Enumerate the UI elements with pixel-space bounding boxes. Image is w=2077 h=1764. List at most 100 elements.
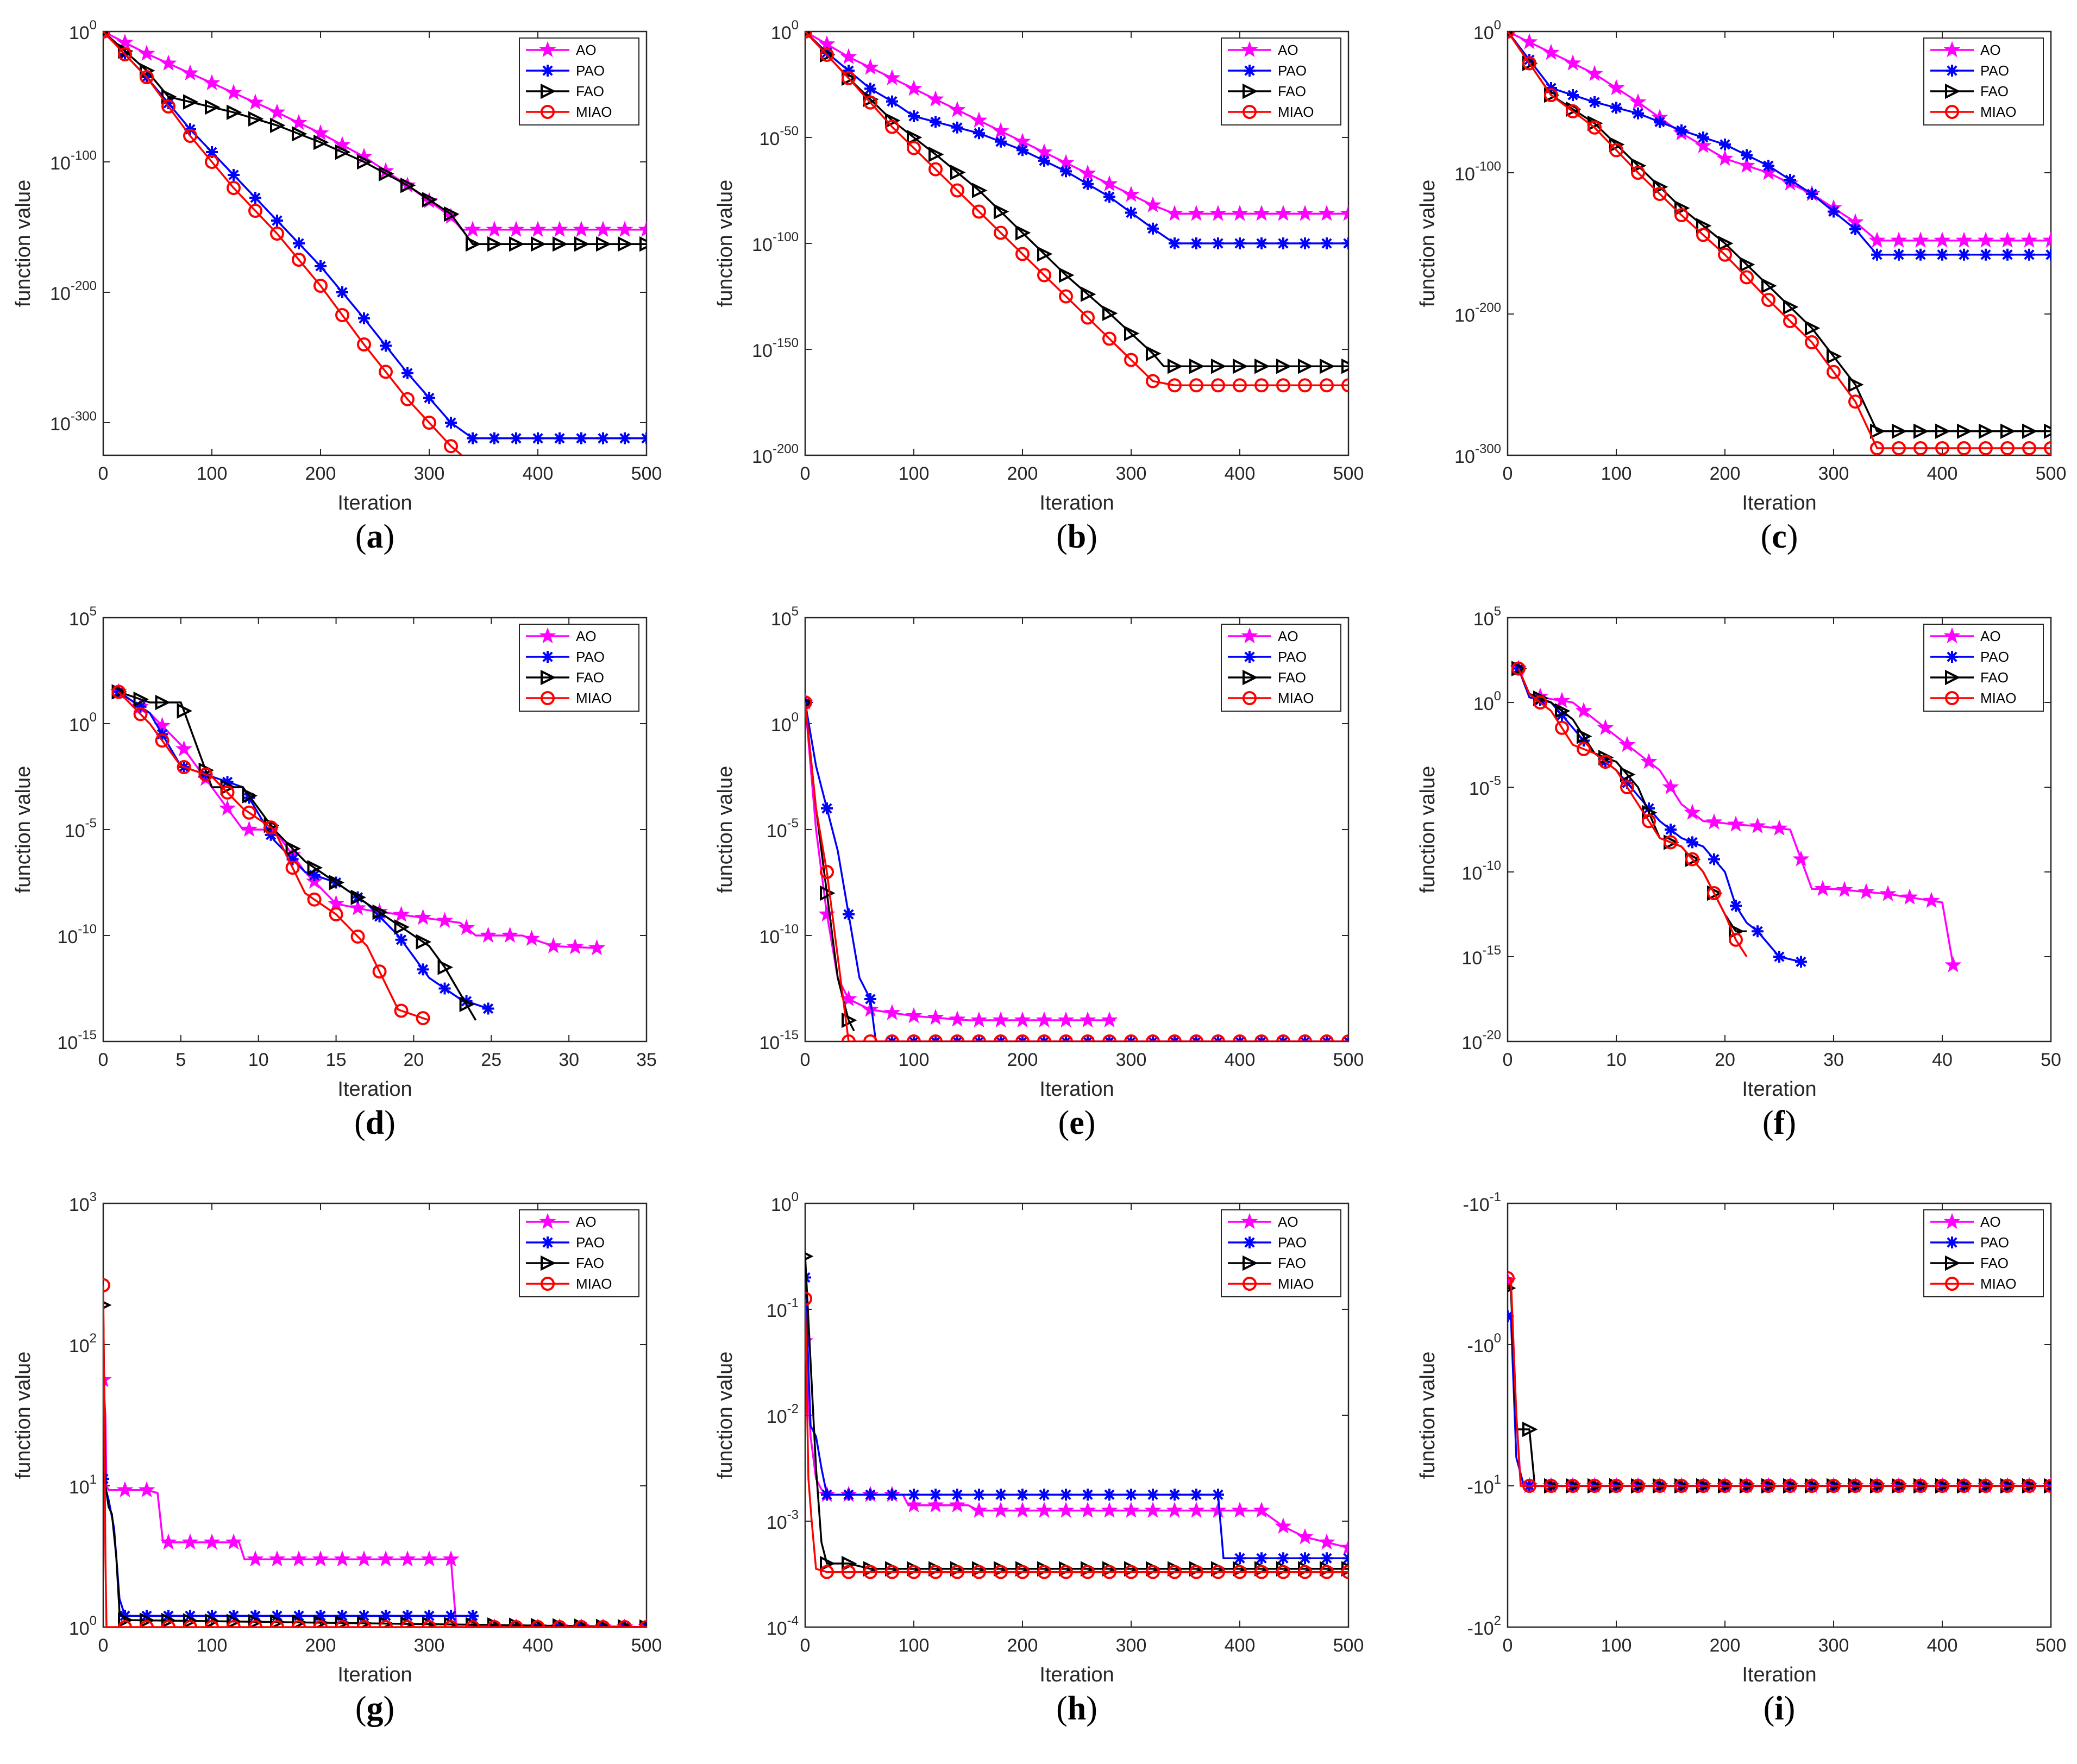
marker-ao — [175, 740, 193, 757]
marker-pao — [843, 65, 855, 77]
marker-ao — [464, 221, 481, 237]
marker-pao — [1299, 237, 1311, 249]
marker-ao — [539, 627, 556, 644]
marker-miao — [1609, 1479, 1623, 1493]
marker-fao — [183, 1613, 199, 1627]
marker-pao — [1946, 65, 1958, 77]
marker-ao — [1586, 65, 1603, 81]
marker-miao — [335, 1620, 349, 1627]
marker-ao — [1695, 137, 1712, 153]
marker-ao — [949, 1496, 966, 1513]
marker-pao — [1795, 956, 1807, 968]
marker-miao — [1320, 1565, 1334, 1579]
legend: AO PAO FAO MIAO — [1221, 1209, 1341, 1297]
marker-miao — [1979, 441, 1993, 455]
marker-miao — [1598, 755, 1612, 769]
marker-ao — [1014, 1502, 1031, 1518]
marker-pao — [103, 1473, 109, 1485]
y-tick-label: 100 — [771, 18, 799, 43]
chart-panel-i: 0 100 200 300 400 500 -10-1 -100 -101 -102 Iterati… — [1416, 1190, 2066, 1727]
marker-ao — [927, 90, 944, 106]
y-tick-label: 10-20 — [1461, 1028, 1501, 1053]
legend-box — [1221, 624, 1341, 712]
y-tick-label: 103 — [69, 1190, 97, 1215]
marker-ao — [2020, 231, 2038, 248]
marker-miao — [1979, 1479, 1993, 1493]
legend: AO PAO FAO MIAO — [1923, 37, 2044, 125]
marker-fao — [1254, 358, 1270, 374]
marker-ao — [268, 1550, 286, 1567]
x-tick-label: 300 — [1818, 463, 1849, 484]
marker-ao — [1977, 231, 1994, 248]
marker-ao — [1318, 1533, 1335, 1550]
series-line-miao — [805, 32, 1348, 387]
marker-fao — [1059, 267, 1075, 283]
marker-ao — [1340, 205, 1348, 221]
marker-ao — [377, 1550, 394, 1567]
marker-miao — [1892, 441, 1906, 455]
marker-miao — [863, 95, 877, 110]
marker-miao — [541, 691, 555, 705]
marker-pao — [1784, 174, 1796, 186]
marker-fao — [155, 694, 171, 711]
marker-pao — [864, 993, 876, 1005]
marker-pao — [1946, 651, 1958, 663]
marker-ao — [436, 912, 454, 928]
marker-miao — [1848, 394, 1862, 409]
legend-box — [519, 1209, 639, 1297]
marker-pao — [510, 432, 522, 444]
marker-miao — [950, 1565, 964, 1579]
marker-pao — [401, 367, 413, 379]
x-tick-label: 400 — [1927, 1635, 1958, 1656]
marker-miao — [1102, 1565, 1116, 1579]
marker-ao — [486, 221, 503, 237]
marker-ao — [421, 1550, 438, 1567]
legend-label-ao: AO — [576, 1214, 597, 1230]
marker-miao — [820, 1565, 834, 1579]
legend-label-fao: FAO — [576, 83, 604, 99]
panel-caption: (d) — [354, 1104, 396, 1141]
marker-pao — [1234, 1552, 1246, 1565]
legend-label-miao: MIAO — [1278, 104, 1314, 120]
marker-fao — [118, 1612, 134, 1627]
marker-ao — [392, 906, 410, 922]
marker-miao — [357, 337, 371, 351]
marker-pao — [445, 417, 457, 429]
marker-ao — [138, 1481, 155, 1497]
marker-fao — [307, 859, 323, 876]
x-tick-label: 200 — [1007, 1050, 1038, 1070]
marker-fao — [205, 1613, 221, 1627]
marker-ao — [501, 926, 519, 943]
marker-ao — [594, 221, 612, 237]
marker-miao — [1015, 247, 1030, 261]
legend-label-ao: AO — [1278, 1214, 1298, 1230]
x-tick-label: 500 — [631, 463, 662, 484]
marker-miao — [111, 685, 126, 699]
x-tick-label: 25 — [481, 1050, 501, 1070]
marker-miao — [444, 439, 458, 454]
marker-fao — [422, 192, 438, 208]
legend-label-pao: PAO — [576, 1234, 605, 1251]
marker-miao — [444, 1620, 458, 1627]
x-axis-label: Iteration — [1742, 1663, 1816, 1686]
marker-miao — [1783, 314, 1797, 328]
marker-miao — [350, 929, 365, 944]
marker-ao — [1738, 156, 1755, 173]
marker-miao — [1168, 378, 1182, 393]
marker-miao — [248, 1620, 262, 1627]
panel-caption: (i) — [1764, 1690, 1796, 1727]
marker-ao — [905, 79, 923, 96]
marker-pao — [1828, 205, 1840, 218]
y-tick-label: -101 — [1467, 1472, 1502, 1498]
x-tick-label: 300 — [414, 1635, 445, 1656]
marker-miao — [1189, 378, 1203, 393]
marker-ao — [1275, 205, 1292, 221]
marker-fao — [596, 236, 612, 252]
legend-label-pao: PAO — [1980, 1234, 2009, 1251]
marker-pao — [1277, 1552, 1289, 1565]
marker-pao — [482, 1002, 494, 1015]
marker-pao — [619, 432, 631, 444]
y-tick-label: 10-10 — [1461, 858, 1501, 884]
y-axis-label: function value — [714, 180, 737, 307]
marker-miao — [1913, 1479, 1928, 1493]
